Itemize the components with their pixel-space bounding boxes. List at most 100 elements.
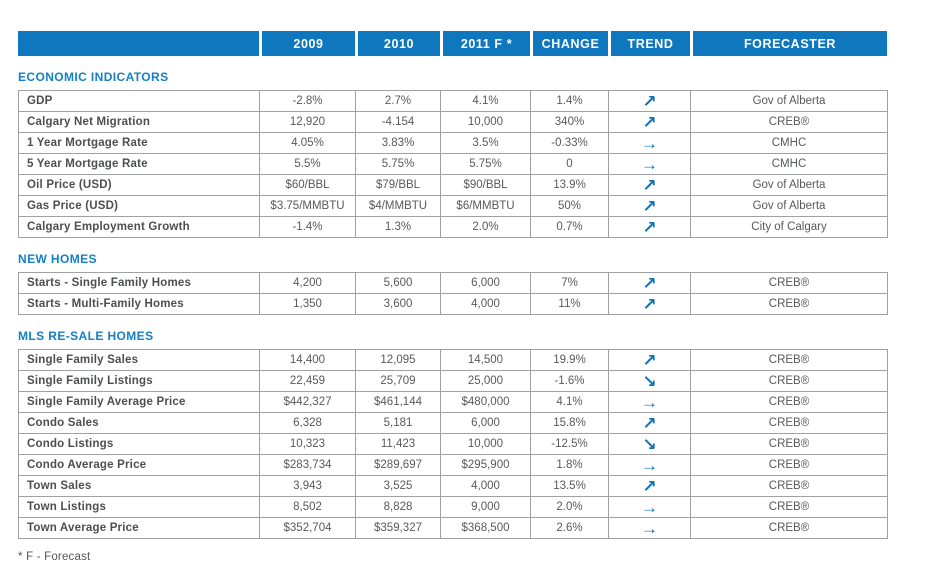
value-2010-cell: $79/BBL xyxy=(355,174,441,196)
trend-cell: ↗ xyxy=(608,349,691,371)
row-label: Condo Sales xyxy=(18,412,260,434)
data-table: Starts - Single Family Homes 4,200 5,600 6,… xyxy=(18,272,888,315)
value-2009-cell: 5.5% xyxy=(259,153,356,175)
header-col-2009: 2009 xyxy=(259,31,355,56)
row-label: Oil Price (USD) xyxy=(18,174,260,196)
table-row: Town Average Price $352,704 $359,327 $368,5… xyxy=(18,517,888,539)
forecaster-cell: CREB® xyxy=(690,517,888,539)
data-table: GDP -2.8% 2.7% 4.1% 1.4% ↗ Gov of Alberta Calga… xyxy=(18,90,888,238)
value-2010-cell: $461,144 xyxy=(355,391,441,413)
value-2011-forecast-cell: 10,000 xyxy=(440,433,531,455)
row-label: Condo Listings xyxy=(18,433,260,455)
trend-cell: ↘ xyxy=(608,433,691,455)
change-cell: 340% xyxy=(530,111,609,133)
row-label: 1 Year Mortgage Rate xyxy=(18,132,260,154)
trend-up-icon: ↗ xyxy=(642,91,657,111)
change-cell: -12.5% xyxy=(530,433,609,455)
table-header: 2009 2010 2011 F * CHANGE TREND FORECAST… xyxy=(18,31,887,56)
value-2009-cell: 22,459 xyxy=(259,370,356,392)
trend-cell: → xyxy=(608,391,691,413)
value-2009-cell: 3,943 xyxy=(259,475,356,497)
trend-up-icon: ↗ xyxy=(642,350,657,370)
forecaster-cell: CREB® xyxy=(690,496,888,518)
forecast-footnote: * F - Forecast xyxy=(18,551,91,562)
table-row: Condo Listings 10,323 11,423 10,000 -12.5% ↘ C… xyxy=(18,433,888,455)
forecaster-cell: CREB® xyxy=(690,454,888,476)
value-2009-cell: 6,328 xyxy=(259,412,356,434)
table-row: Town Listings 8,502 8,828 9,000 2.0% → CREB® xyxy=(18,496,888,518)
value-2011-forecast-cell: 6,000 xyxy=(440,412,531,434)
trend-cell: ↗ xyxy=(608,272,691,294)
trend-down-icon: ↘ xyxy=(642,434,657,454)
change-cell: 11% xyxy=(530,293,609,315)
row-label: GDP xyxy=(18,90,260,112)
header-col-forecaster: FORECASTER xyxy=(690,31,887,56)
value-2011-forecast-cell: $90/BBL xyxy=(440,174,531,196)
trend-cell: ↗ xyxy=(608,412,691,434)
table-row: Town Sales 3,943 3,525 4,000 13.5% ↗ CREB® xyxy=(18,475,888,497)
trend-cell: → xyxy=(608,454,691,476)
header-col-2011-forecast: 2011 F * xyxy=(440,31,530,56)
forecaster-cell: CREB® xyxy=(690,475,888,497)
value-2011-forecast-cell: 6,000 xyxy=(440,272,531,294)
header-col-change: CHANGE xyxy=(530,31,608,56)
trend-up-icon: ↗ xyxy=(642,196,657,216)
row-label: Town Average Price xyxy=(18,517,260,539)
trend-up-icon: ↗ xyxy=(642,112,657,132)
change-cell: 1.4% xyxy=(530,90,609,112)
value-2009-cell: $3.75/MMBTU xyxy=(259,195,356,217)
forecaster-cell: CREB® xyxy=(690,370,888,392)
table-row: Calgary Net Migration 12,920 -4.154 10,000 3… xyxy=(18,111,888,133)
trend-down-icon: ↘ xyxy=(642,371,657,391)
trend-flat-icon: → xyxy=(641,455,658,475)
table-row: 5 Year Mortgage Rate 5.5% 5.75% 5.75% 0 → CMHC xyxy=(18,153,888,175)
value-2011-forecast-cell: $480,000 xyxy=(440,391,531,413)
row-label: Starts - Multi-Family Homes xyxy=(18,293,260,315)
forecaster-cell: CREB® xyxy=(690,272,888,294)
value-2009-cell: $442,327 xyxy=(259,391,356,413)
value-2011-forecast-cell: 4.1% xyxy=(440,90,531,112)
trend-up-icon: ↗ xyxy=(642,175,657,195)
trend-flat-icon: → xyxy=(641,497,658,517)
change-cell: 0 xyxy=(530,153,609,175)
table-row: 1 Year Mortgage Rate 4.05% 3.83% 3.5% -0.33%… xyxy=(18,132,888,154)
trend-flat-icon: → xyxy=(641,392,658,412)
trend-cell: ↗ xyxy=(608,90,691,112)
trend-cell: ↗ xyxy=(608,111,691,133)
table-row: Gas Price (USD) $3.75/MMBTU $4/MMBTU $6/MMB… xyxy=(18,195,888,217)
change-cell: 19.9% xyxy=(530,349,609,371)
value-2011-forecast-cell: 25,000 xyxy=(440,370,531,392)
change-cell: 7% xyxy=(530,272,609,294)
change-cell: 1.8% xyxy=(530,454,609,476)
trend-cell: ↗ xyxy=(608,216,691,238)
value-2009-cell: 12,920 xyxy=(259,111,356,133)
row-label: Single Family Sales xyxy=(18,349,260,371)
table-row: Oil Price (USD) $60/BBL $79/BBL $90/BBL 13.9… xyxy=(18,174,888,196)
table-row: Single Family Listings 22,459 25,709 25,000… xyxy=(18,370,888,392)
section-title: NEW HOMES xyxy=(18,252,97,266)
value-2011-forecast-cell: 3.5% xyxy=(440,132,531,154)
trend-cell: ↗ xyxy=(608,195,691,217)
row-label: Town Listings xyxy=(18,496,260,518)
trend-up-icon: ↗ xyxy=(642,413,657,433)
value-2009-cell: 8,502 xyxy=(259,496,356,518)
forecaster-cell: CREB® xyxy=(690,433,888,455)
value-2010-cell: 3,525 xyxy=(355,475,441,497)
trend-up-icon: ↗ xyxy=(642,273,657,293)
change-cell: 50% xyxy=(530,195,609,217)
value-2009-cell: 10,323 xyxy=(259,433,356,455)
value-2009-cell: -1.4% xyxy=(259,216,356,238)
trend-cell: → xyxy=(608,496,691,518)
section-title: ECONOMIC INDICATORS xyxy=(18,70,169,84)
value-2009-cell: $283,734 xyxy=(259,454,356,476)
forecast-table-page: 2009 2010 2011 F * CHANGE TREND FORECAST… xyxy=(18,31,888,562)
value-2011-forecast-cell: $368,500 xyxy=(440,517,531,539)
trend-cell: ↗ xyxy=(608,293,691,315)
value-2009-cell: 1,350 xyxy=(259,293,356,315)
forecaster-cell: Gov of Alberta xyxy=(690,90,888,112)
row-label: Condo Average Price xyxy=(18,454,260,476)
value-2011-forecast-cell: 4,000 xyxy=(440,293,531,315)
trend-up-icon: ↗ xyxy=(642,217,657,237)
value-2010-cell: 3,600 xyxy=(355,293,441,315)
value-2010-cell: $359,327 xyxy=(355,517,441,539)
